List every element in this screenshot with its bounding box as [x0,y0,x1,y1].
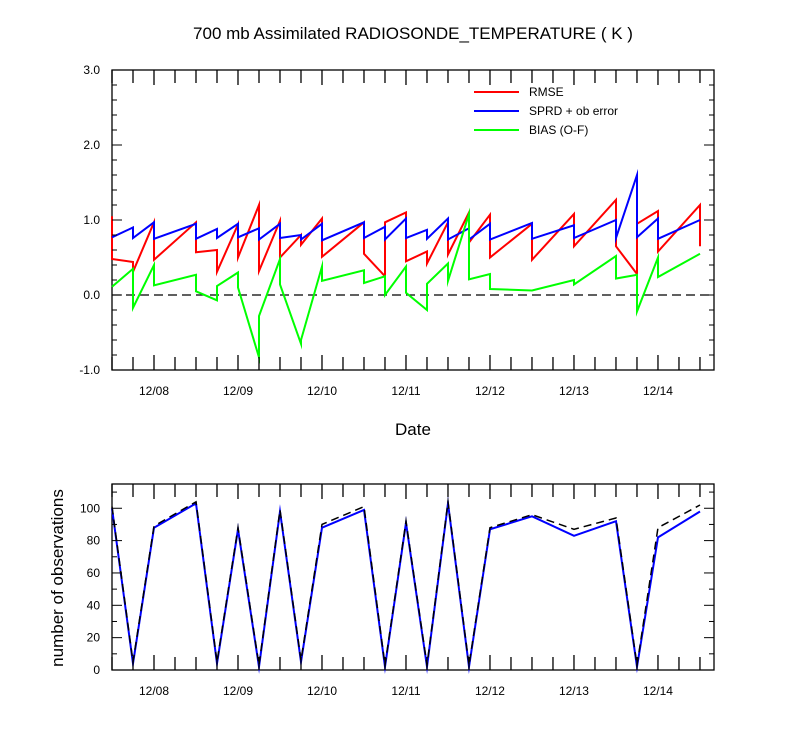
plot-frame [111,483,715,671]
x-tick-label: 12/13 [559,684,589,698]
y-tick-label: 3.0 [83,63,100,77]
x-tick-label: 12/09 [223,684,253,698]
y-tick-label: 0.0 [83,288,100,302]
y-tick-label: 100 [80,501,100,515]
x-tick-label: 12/14 [643,684,673,698]
x-tick-label: 12/11 [391,384,420,398]
series-line-rmse [111,197,701,279]
x-tick-label: 12/10 [307,384,337,398]
y-tick-label: 80 [87,534,101,548]
x-tick-label: 12/09 [223,384,253,398]
series-line-sprd-ob-error [111,168,701,245]
x-tick-label: 12/12 [475,684,505,698]
chart-title: 700 mb Assimilated RADIOSONDE_TEMPERATUR… [193,24,633,43]
y-axis-label-observations: number of observations [48,489,67,667]
legend-label-sprd-ob-error: SPRD + ob error [529,104,618,118]
series-line-assimilated [111,495,701,675]
y-tick-label: -1.0 [79,363,100,377]
x-axis-label: Date [395,420,431,439]
y-tick-label: 20 [87,631,101,645]
y-tick-label: 40 [87,598,101,612]
legend-label-rmse: RMSE [529,85,564,99]
series-line-bias-o-f [111,207,701,365]
legend-label-bias-o-f: BIAS (O-F) [529,123,588,137]
y-tick-label: 1.0 [83,213,100,227]
y-tick-label: 0 [93,663,100,677]
plot-frame [111,69,715,371]
series-line-total [111,495,701,671]
x-tick-label: 12/11 [391,684,420,698]
x-tick-label: 12/08 [139,384,169,398]
top-chart: -1.0 0.0 1.0 2.0 3.0 12/08 12/09 12/10 12/11 12/1… [79,63,715,398]
x-tick-label: 12/08 [139,684,169,698]
x-tick-label: 12/12 [475,384,505,398]
y-tick-label: 60 [87,566,101,580]
y-tick-label: 2.0 [83,138,100,152]
x-tick-label: 12/13 [559,384,589,398]
bottom-chart: 0 20 40 60 80 100 12/08 12/09 12/10 12/11 12/12 12/… [80,483,715,698]
x-tick-label: 12/14 [643,384,673,398]
x-tick-label: 12/10 [307,684,337,698]
